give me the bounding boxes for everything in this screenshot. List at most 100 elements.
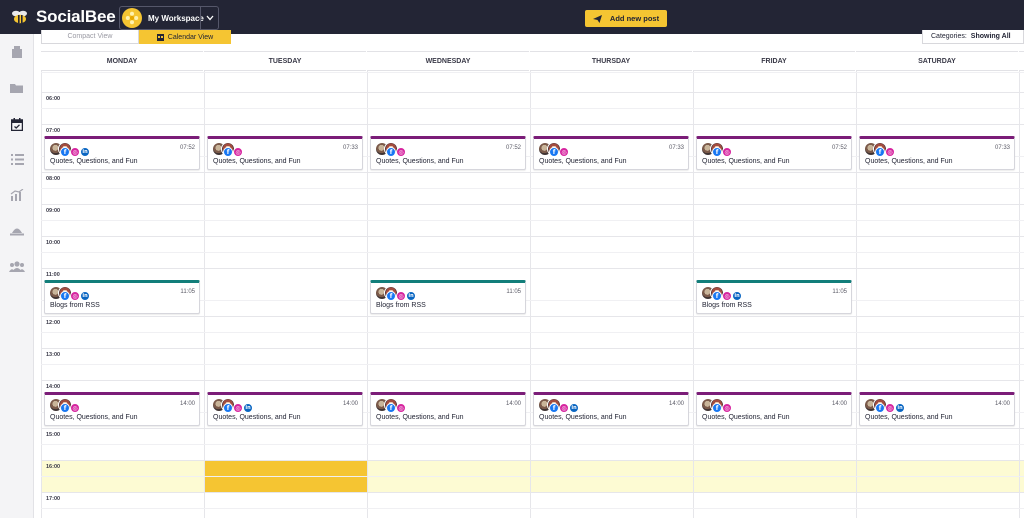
post-time: 14:00 [994,401,1010,407]
post-accounts: f ◎ [538,142,598,158]
day-header-wednesday: WEDNESDAY [367,51,529,71]
post-card[interactable]: f ◎ in 14:00 Quotes, Questions, and Fun [207,392,363,426]
hour-line [41,380,1024,381]
chevron-down-icon[interactable] [200,7,218,29]
facebook-icon: f [386,291,396,301]
post-card[interactable]: f ◎ 07:33 Quotes, Questions, and Fun [859,136,1015,170]
calendar-icon[interactable] [9,116,25,132]
facebook-icon: f [60,291,70,301]
column-divider [1019,71,1020,518]
post-title: Quotes, Questions, and Fun [213,414,301,421]
time-label: 16:00 [46,464,61,470]
post-title: Quotes, Questions, and Fun [702,158,790,165]
top-bar: SocialBee My Workspace Add new post [0,0,1024,34]
column-divider [367,71,368,518]
linkedin-icon: in [732,291,742,301]
half-hour-line [41,108,1024,109]
hour-line [41,492,1024,493]
post-time: 07:52 [505,145,521,151]
day-header-friday: FRIDAY [693,51,855,71]
instagram-icon: ◎ [559,403,569,413]
categories-filter[interactable]: Categories: Showing All [922,30,1024,44]
post-time: 11:05 [506,289,521,295]
calendar-view-label: Calendar View [167,33,214,41]
column-divider [856,71,857,518]
half-hour-line [41,72,1024,73]
compact-view-button[interactable]: Compact View [41,30,139,44]
content-icon[interactable] [9,44,25,60]
post-accounts: f ◎ [701,142,761,158]
post-time: 14:00 [505,401,521,407]
instagram-icon: ◎ [70,147,80,157]
list-icon[interactable] [9,151,25,167]
time-label: 15:00 [46,432,61,438]
facebook-icon: f [386,403,396,413]
facebook-icon: f [60,403,70,413]
post-title: Quotes, Questions, and Fun [376,414,464,421]
team-icon[interactable] [9,258,25,274]
instagram-icon: ◎ [70,291,80,301]
time-label: 07:00 [46,128,61,134]
hour-line [41,460,1024,461]
instagram-icon: ◎ [559,147,569,157]
post-accounts: f ◎ in [49,142,109,158]
socialbee-logo[interactable]: SocialBee [10,7,116,27]
selected-slot[interactable] [205,461,367,493]
post-time: 07:52 [179,145,195,151]
add-new-post-label: Add new post [609,14,660,23]
post-card[interactable]: f ◎ in 14:00 Quotes, Questions, and Fun [859,392,1015,426]
post-title: Quotes, Questions, and Fun [865,414,953,421]
instagram-icon: ◎ [885,147,895,157]
bee-icon [10,10,30,24]
post-time: 11:05 [180,289,195,295]
engage-icon[interactable] [9,222,25,238]
workspace-name: My Workspace [148,13,204,23]
post-time: 07:33 [994,145,1010,151]
post-title: Quotes, Questions, and Fun [702,414,790,421]
post-card[interactable]: f ◎ 07:52 Quotes, Questions, and Fun [370,136,526,170]
post-title: Quotes, Questions, and Fun [539,158,627,165]
column-divider [693,71,694,518]
post-title: Blogs from RSS [376,302,426,309]
instagram-icon: ◎ [396,291,406,301]
workspace-avatar [122,8,142,28]
time-label: 14:00 [46,384,61,390]
post-accounts: f ◎ in [49,286,109,302]
post-card[interactable]: f ◎ 07:33 Quotes, Questions, and Fun [533,136,689,170]
folder-icon[interactable] [9,80,25,96]
post-card[interactable]: f ◎ 07:33 Quotes, Questions, and Fun [207,136,363,170]
post-card[interactable]: f ◎ 14:00 Quotes, Questions, and Fun [370,392,526,426]
post-accounts: f ◎ [49,398,109,414]
workspace-selector[interactable]: My Workspace [119,6,219,30]
calendar-view-button[interactable]: Calendar View [139,30,231,44]
facebook-icon: f [223,403,233,413]
facebook-icon: f [712,147,722,157]
post-card[interactable]: f ◎ in 11:05 Blogs from RSS [370,280,526,314]
post-card[interactable]: f ◎ 14:00 Quotes, Questions, and Fun [44,392,200,426]
add-new-post-button[interactable]: Add new post [585,10,667,27]
analytics-icon[interactable] [9,187,25,203]
post-time: 07:33 [342,145,358,151]
post-title: Quotes, Questions, and Fun [376,158,464,165]
hour-line [41,92,1024,93]
instagram-icon: ◎ [885,403,895,413]
post-card[interactable]: f ◎ 07:52 Quotes, Questions, and Fun [696,136,852,170]
app-name: SocialBee [36,7,116,26]
half-hour-line [41,220,1024,221]
post-card[interactable]: f ◎ in 11:05 Blogs from RSS [696,280,852,314]
post-card[interactable]: f ◎ in 14:00 Quotes, Questions, and Fun [533,392,689,426]
half-hour-line [41,444,1024,445]
instagram-icon: ◎ [722,403,732,413]
day-header-overflow [1019,51,1024,71]
hour-line [41,236,1024,237]
time-label: 08:00 [46,176,61,182]
post-card[interactable]: f ◎ 14:00 Quotes, Questions, and Fun [696,392,852,426]
column-divider [204,71,205,518]
post-card[interactable]: f ◎ in 07:52 Quotes, Questions, and Fun [44,136,200,170]
post-card[interactable]: f ◎ in 11:05 Blogs from RSS [44,280,200,314]
half-hour-line [41,508,1024,509]
time-label: 17:00 [46,496,61,502]
hour-line [41,348,1024,349]
column-divider [41,71,42,518]
post-time: 14:00 [342,401,358,407]
